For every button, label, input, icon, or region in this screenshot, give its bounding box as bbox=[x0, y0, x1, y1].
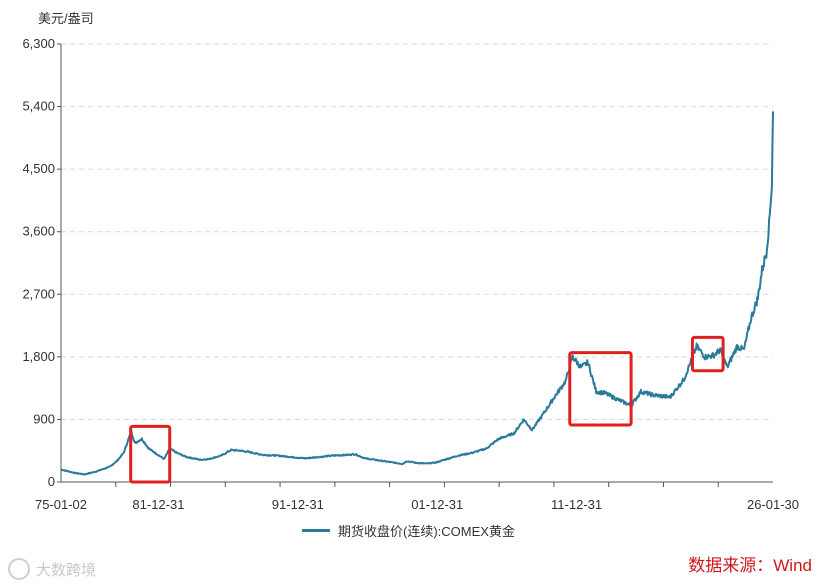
highlight-box bbox=[129, 424, 172, 484]
x-tick-label: 91-12-31 bbox=[272, 497, 324, 512]
x-tick-label: 01-12-31 bbox=[411, 497, 463, 512]
y-tick-label: 3,600 bbox=[22, 224, 55, 239]
y-tick-label: 1,800 bbox=[22, 349, 55, 364]
y-axis-unit-label: 美元/盎司 bbox=[38, 11, 94, 26]
legend-swatch-icon bbox=[302, 529, 330, 532]
data-source-label: 数据来源：Wind bbox=[688, 556, 812, 575]
y-tick-label: 2,700 bbox=[22, 286, 55, 301]
watermark-text: 大数跨境 bbox=[36, 561, 97, 579]
y-tick-label: 0 bbox=[48, 474, 55, 489]
legend-label: 期货收盘价(连续):COMEX黄金 bbox=[338, 524, 515, 539]
highlight-box bbox=[690, 335, 725, 373]
y-tick-label: 900 bbox=[33, 411, 55, 426]
x-tick-label: 75-01-02 bbox=[35, 497, 87, 512]
y-tick-label: 4,500 bbox=[22, 161, 55, 176]
x-tick-label: 81-12-31 bbox=[132, 497, 184, 512]
x-tick-label: 26-01-30 bbox=[747, 497, 799, 512]
watermark-logo-icon bbox=[8, 558, 30, 580]
y-tick-label: 5,400 bbox=[22, 99, 55, 114]
chart-legend[interactable]: 期货收盘价(连续):COMEX黄金 bbox=[302, 521, 515, 540]
watermark: 大数跨境 bbox=[8, 558, 96, 580]
highlight-box bbox=[568, 351, 633, 427]
y-tick-label: 6,300 bbox=[22, 36, 55, 51]
series-line-comex-gold bbox=[60, 111, 774, 476]
x-tick-label: 11-12-31 bbox=[551, 497, 602, 512]
